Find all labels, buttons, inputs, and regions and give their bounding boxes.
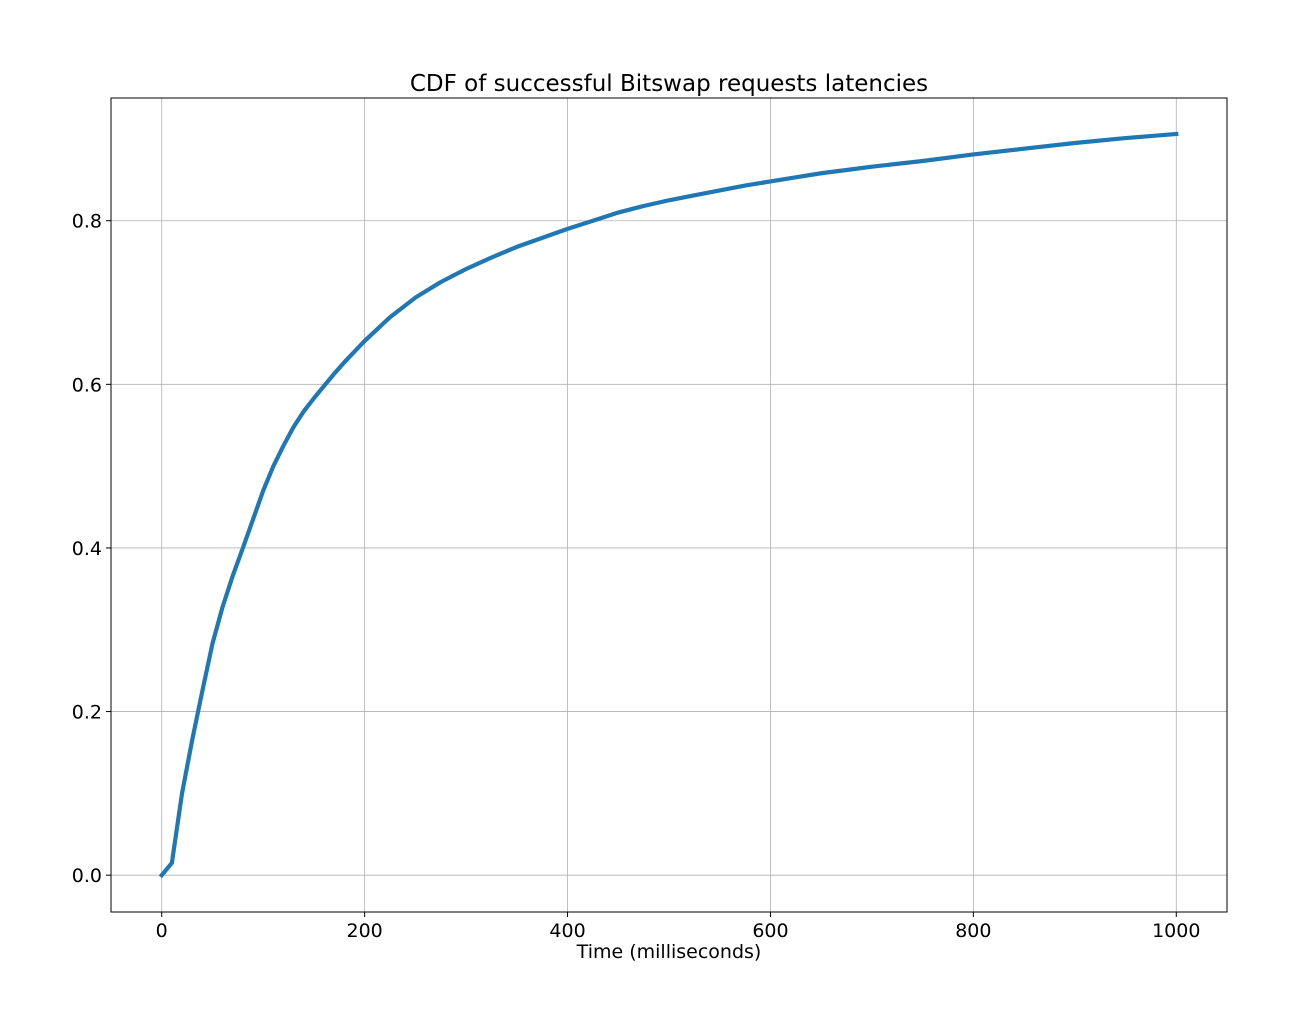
axis-ticks: 0 200 400 600 800 1000 0.0 0.2 0.4 0.6 0.8 <box>72 211 1201 942</box>
grid-lines <box>111 98 1227 912</box>
x-tick-label: 0 <box>156 920 168 942</box>
y-tick-label: 0.2 <box>72 702 102 724</box>
y-tick-label: 0.6 <box>72 374 102 396</box>
chart-title: CDF of successful Bitswap requests laten… <box>410 71 928 97</box>
y-tick-label: 0.0 <box>72 865 102 887</box>
data-series <box>158 131 1179 879</box>
plot-frame <box>110 97 1228 913</box>
x-tick-label: 400 <box>549 920 585 942</box>
y-tick-label: 0.4 <box>72 538 102 560</box>
x-tick-label: 800 <box>955 920 991 942</box>
x-tick-label: 200 <box>347 920 383 942</box>
series-line <box>158 131 1179 879</box>
x-axis-label: Time (milliseconds) <box>576 941 762 963</box>
x-tick-label: 600 <box>752 920 788 942</box>
x-tick-label: 1000 <box>1152 920 1200 942</box>
y-tick-label: 0.8 <box>72 211 102 233</box>
